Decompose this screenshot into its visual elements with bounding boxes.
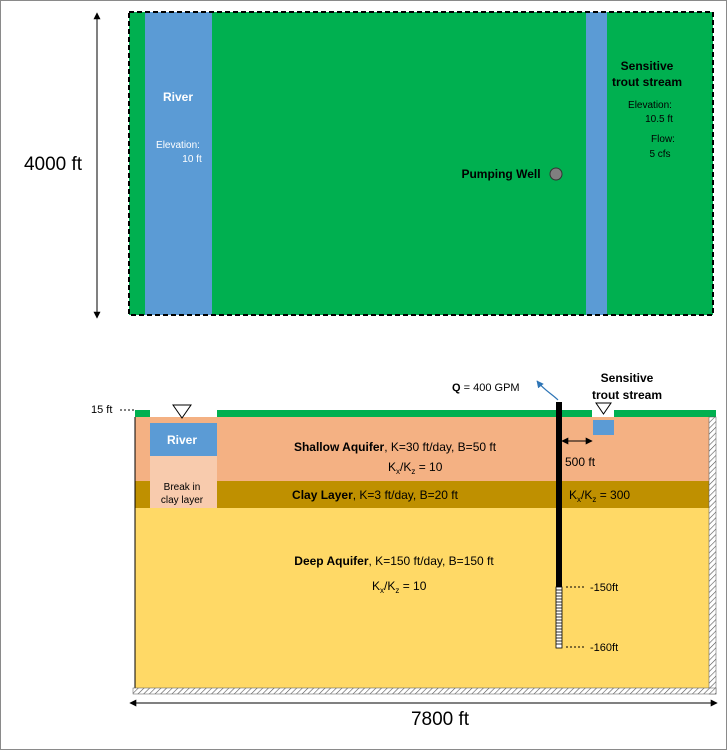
section-stream-title-1: Sensitive bbox=[601, 371, 654, 385]
stream-water-level-icon bbox=[595, 402, 612, 415]
river-water-level-icon bbox=[172, 404, 192, 419]
plan-land bbox=[129, 12, 713, 315]
bottom-no-flow-boundary bbox=[132, 687, 717, 695]
depth-top-label: -150ft bbox=[590, 582, 618, 594]
height-label: 4000 ft bbox=[24, 154, 83, 175]
deep-aquifer-layer bbox=[135, 508, 710, 689]
pumping-rate-label: Q = 400 GPM bbox=[452, 382, 520, 394]
deep-aquifer-label: Deep Aquifer, K=150 ft/day, B=150 ft bbox=[294, 554, 494, 568]
clay-anisotropy-label: Kx/Kz = 300 bbox=[569, 488, 630, 504]
plan-river-elevation-value: 10 ft bbox=[182, 154, 202, 165]
shallow-aquifer-label: Shallow Aquifer, K=30 ft/day, B=50 ft bbox=[294, 440, 497, 454]
well-casing bbox=[556, 402, 562, 587]
elevation-marker-label: 15 ft bbox=[91, 404, 112, 416]
well-screen-slots bbox=[556, 589, 562, 645]
section-river-label: River bbox=[167, 433, 197, 447]
pumping-well-icon bbox=[549, 167, 563, 181]
plan-border bbox=[128, 11, 714, 316]
plan-stream bbox=[586, 12, 607, 315]
shallow-anisotropy-label: Kx/Kz = 10 bbox=[388, 460, 443, 476]
plan-stream-title-2: trout stream bbox=[612, 75, 682, 89]
depth-bottom-label: -160ft bbox=[590, 642, 618, 654]
plan-river-elevation-label: Elevation: bbox=[156, 140, 200, 151]
clay-break-label-1: Break in bbox=[164, 482, 201, 493]
width-label: 7800 ft bbox=[411, 709, 470, 730]
clay-break-label-2: clay layer bbox=[161, 495, 204, 506]
clay-layer-label: Clay Layer, K=3 ft/day, B=20 ft bbox=[292, 488, 459, 502]
section-river bbox=[150, 423, 217, 456]
plan-view: 4000 ft River Elevation: 10 ft Sensitive… bbox=[24, 11, 714, 319]
plan-river-title: River bbox=[163, 90, 193, 104]
deep-anisotropy-label: Kx/Kz = 10 bbox=[372, 579, 427, 595]
plan-stream-flow-value: 5 cfs bbox=[649, 149, 670, 160]
well-screen bbox=[555, 586, 563, 649]
plan-stream-elevation-value: 10.5 ft bbox=[645, 114, 673, 125]
land-surface-left bbox=[135, 410, 150, 417]
plan-stream-title-1: Sensitive bbox=[621, 59, 674, 73]
plan-river bbox=[145, 12, 212, 315]
section-stream-title-2: trout stream bbox=[592, 388, 662, 402]
plan-stream-flow-label: Flow: bbox=[651, 134, 675, 145]
right-no-flow-boundary bbox=[708, 416, 717, 695]
distance-label: 500 ft bbox=[565, 455, 596, 469]
pumping-well-label: Pumping Well bbox=[461, 167, 540, 181]
cross-section: 15 ft River Break in clay layer -150ft -… bbox=[91, 371, 718, 730]
clay-layer bbox=[135, 481, 710, 508]
shallow-aquifer-layer bbox=[135, 417, 710, 481]
pumping-flow-arrow bbox=[536, 380, 559, 401]
section-stream bbox=[593, 420, 614, 435]
land-surface-right bbox=[614, 410, 716, 417]
land-surface-middle bbox=[217, 410, 592, 417]
plan-stream-elevation-label: Elevation: bbox=[628, 100, 672, 111]
clay-break bbox=[150, 456, 217, 508]
